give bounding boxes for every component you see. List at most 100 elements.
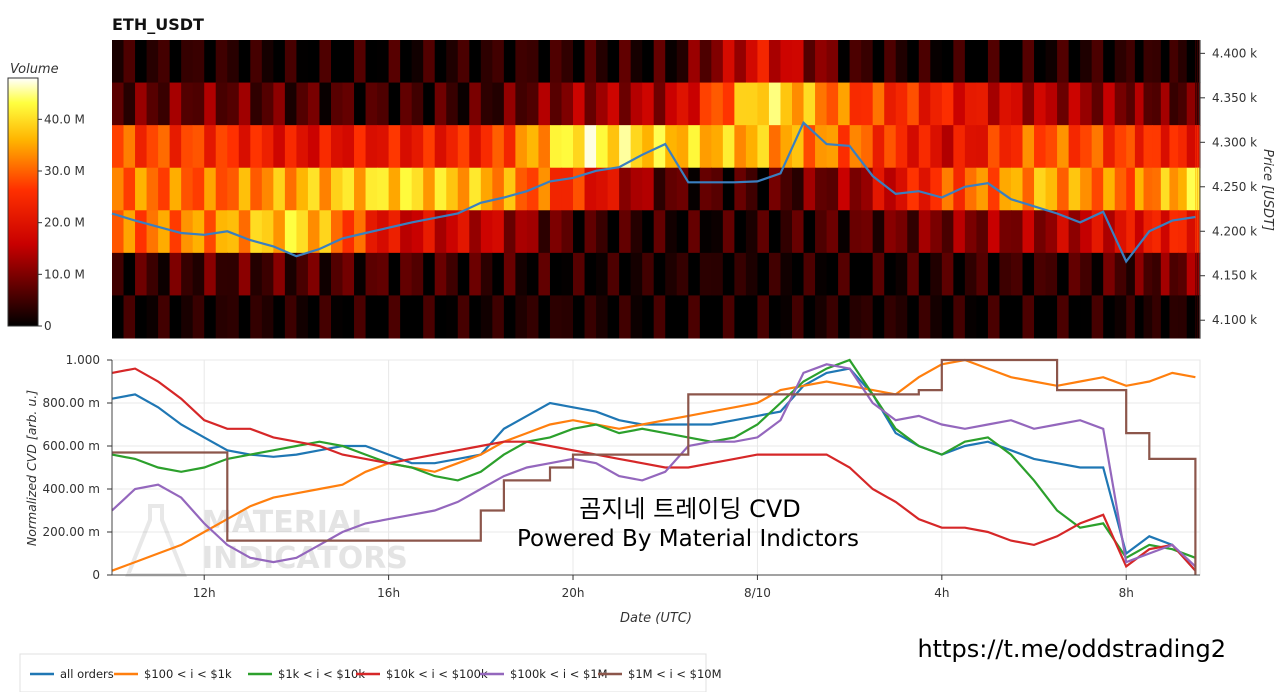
watermark-line1: MATERIAL	[202, 505, 370, 540]
heatmap-cell	[284, 82, 298, 126]
heatmap-cell	[630, 125, 643, 169]
heatmap-cell	[296, 167, 309, 211]
cvd-y-tick-label: 1.000	[66, 353, 100, 367]
heatmap-cell	[1160, 252, 1171, 296]
heatmap-cell	[987, 40, 1001, 84]
heatmap-cell	[192, 167, 205, 211]
heatmap-cell	[826, 295, 839, 339]
heatmap-cell	[296, 210, 309, 254]
heatmap-cell	[976, 295, 989, 339]
heatmap-cell	[238, 167, 251, 211]
heatmap-cell	[1034, 210, 1047, 254]
heatmap-cell	[1160, 40, 1171, 84]
heatmap-cell	[146, 40, 159, 84]
heatmap-cell	[377, 167, 390, 211]
heatmap-cell	[1080, 167, 1093, 211]
heatmap-cell	[354, 40, 367, 84]
legend-label: $1M < i < $10M	[628, 667, 722, 681]
heatmap-cell	[838, 210, 851, 254]
heatmap-cell	[907, 252, 920, 296]
heatmap-cell	[330, 252, 344, 296]
heatmap-cell	[215, 167, 228, 211]
heatmap-cell	[261, 295, 274, 339]
colorbar-tick-label: 30.0 M	[44, 164, 85, 178]
heatmap-cell	[745, 125, 759, 169]
cvd-y-ticks: 1.000 800.00 m 600.00 m 400.00 m 200.00 m 0	[43, 353, 112, 582]
heatmap-cell	[158, 252, 171, 296]
heatmap-cell	[1103, 210, 1116, 254]
heatmap-cell	[549, 252, 563, 296]
heatmap-cell	[1045, 252, 1058, 296]
cvd-line-all-orders	[111, 367, 1197, 572]
price-axis-ticks: 4.400 k 4.350 k 4.300 k 4.250 k 4.200 k 4.150…	[1200, 46, 1257, 327]
legend-label: $100 < i < $1k	[144, 667, 232, 681]
heatmap-cell	[999, 252, 1012, 296]
heatmap-cell	[711, 82, 724, 126]
heatmap-cell	[215, 295, 228, 339]
heatmap-cell	[158, 125, 171, 169]
heatmap-cell	[1091, 210, 1104, 254]
heatmap-cell	[377, 295, 390, 339]
heatmap-cell	[284, 210, 298, 254]
heatmap-cell	[895, 210, 908, 254]
heatmap-cell	[204, 167, 217, 211]
heatmap-cell	[745, 82, 759, 126]
heatmap-cell	[803, 40, 816, 84]
heatmap-cell	[1114, 295, 1127, 339]
heatmap-cell	[1103, 40, 1116, 84]
heatmap-cell	[400, 40, 413, 84]
cvd-y-axis-label: Normalized CVD [arb. u.]	[24, 390, 39, 546]
heatmap-cell	[146, 252, 159, 296]
heatmap-cell	[411, 252, 424, 296]
heatmap-cell	[849, 295, 862, 339]
heatmap-cell	[907, 210, 920, 254]
heatmap-cell	[1126, 295, 1136, 339]
heatmap-cell	[411, 40, 424, 84]
heatmap-cell	[1010, 210, 1024, 254]
heatmap-cell	[745, 210, 759, 254]
heatmap-cell	[999, 40, 1012, 84]
heatmap-cell	[204, 125, 217, 169]
heatmap-cell	[607, 252, 620, 296]
heatmap-cell	[538, 125, 551, 169]
heatmap-cell	[780, 125, 793, 169]
heatmap-cell	[469, 40, 482, 84]
heatmap-cell	[838, 82, 851, 126]
heatmap-cell	[1068, 82, 1081, 126]
heatmap-cell	[192, 125, 205, 169]
heatmap-cell	[688, 210, 701, 254]
heatmap-cell	[665, 82, 678, 126]
heatmap-cell	[653, 40, 666, 84]
heatmap-cell	[1103, 167, 1116, 211]
heatmap-cell	[192, 252, 205, 296]
heatmap-cell	[261, 210, 274, 254]
heatmap-cell	[434, 295, 447, 339]
heatmap-cell	[261, 167, 274, 211]
heatmap-cell	[400, 125, 413, 169]
heatmap-cell	[354, 82, 367, 126]
heatmap-cell	[861, 125, 874, 169]
heatmap-cell	[158, 167, 171, 211]
heatmap-cell	[1057, 82, 1070, 126]
heatmap-cell	[1045, 295, 1058, 339]
heatmap-cell	[734, 252, 747, 296]
heatmap-cell	[538, 210, 551, 254]
heatmap-cell	[1114, 167, 1127, 211]
heatmap-cell	[1169, 82, 1179, 126]
cvd-line--100k-i-1m	[111, 363, 1197, 568]
price-tick-label: 4.100 k	[1212, 313, 1257, 327]
heatmap-cell	[1114, 125, 1127, 169]
heatmap-cell	[457, 167, 470, 211]
heatmap-cell	[112, 125, 125, 169]
heatmap-cell	[515, 295, 528, 339]
heatmap-cell	[457, 210, 470, 254]
heatmap-cell	[872, 252, 885, 296]
heatmap-cell	[446, 82, 459, 126]
heatmap-cell	[250, 295, 263, 339]
heatmap-cell	[745, 252, 759, 296]
telegram-link[interactable]: https://t.me/oddstrading2	[917, 635, 1226, 663]
heatmap-cell	[181, 210, 194, 254]
heatmap-cell	[1034, 295, 1047, 339]
heatmap-cell	[872, 82, 885, 126]
heatmap-cell	[330, 40, 344, 84]
